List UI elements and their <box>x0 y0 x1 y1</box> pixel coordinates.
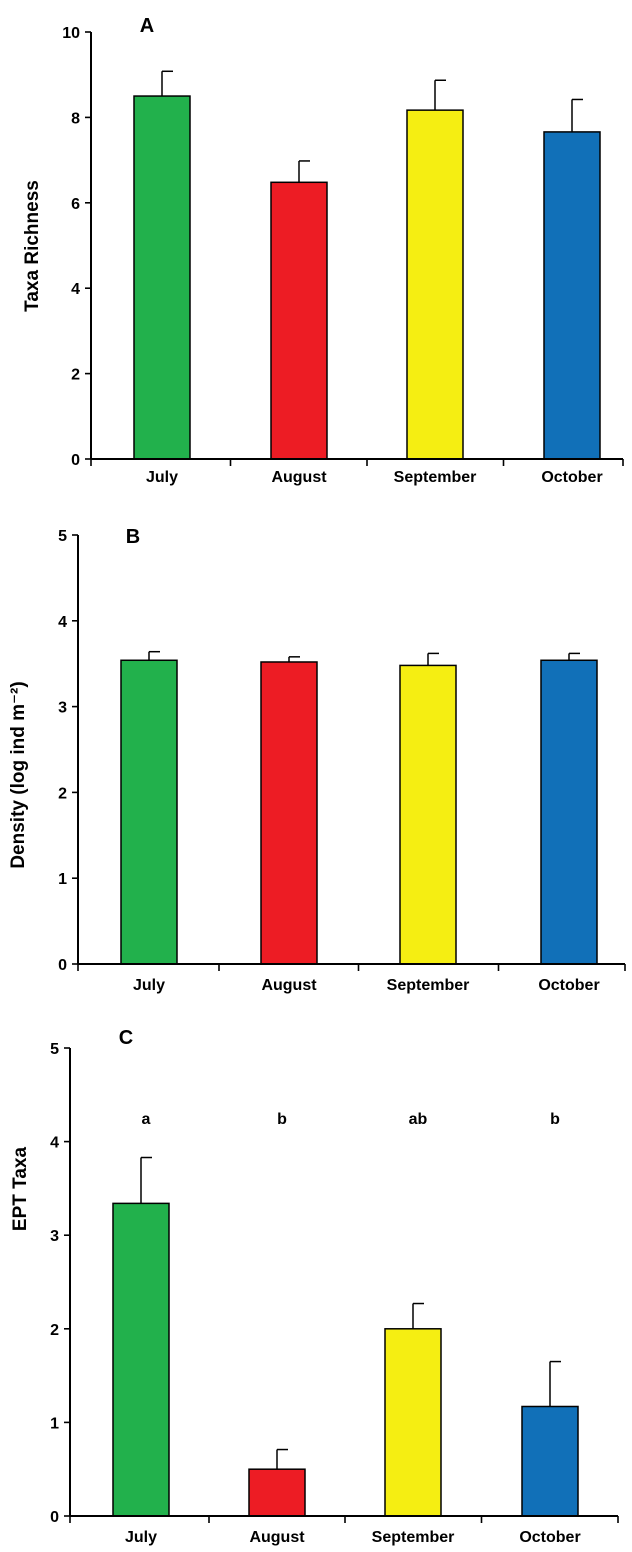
panel-a-y-tick-label: 0 <box>71 452 80 469</box>
panel-a-bar-july <box>133 95 191 460</box>
panel-a-bar-october <box>543 131 601 460</box>
panel-b-y-tick-label: 3 <box>58 700 67 717</box>
panel-b-x-tick-label-october: October <box>538 977 599 994</box>
panel-b-x-tick-label-july: July <box>133 977 165 994</box>
panel-c: C EPT Taxa 0 1 2 3 4 5 July August September Octo… <box>10 1027 619 1546</box>
panel-c-x-tick-label-october: October <box>519 1529 580 1546</box>
panel-b-bar-july <box>120 659 178 965</box>
panel-a-y-tick-label: 6 <box>71 196 80 213</box>
panel-c-y-tick-label: 3 <box>50 1228 59 1245</box>
panel-a-y-axis-title: Taxa Richness <box>22 180 43 312</box>
panel-c-y-tick-label: 5 <box>50 1041 59 1058</box>
panel-b-label: B <box>126 526 140 548</box>
panel-a: A Taxa Richness 0 2 4 6 8 10 July August Septemb… <box>22 15 624 486</box>
panel-c-bar-august <box>248 1468 306 1517</box>
panel-c-y-tick-label: 1 <box>50 1415 59 1432</box>
panel-b-bar-september <box>399 664 457 965</box>
panel-a-x-tick-label-october: October <box>541 469 602 486</box>
panel-b-y-tick-label: 0 <box>58 957 67 974</box>
panel-b-bar-august <box>260 661 318 965</box>
panel-a-y-tick-label: 4 <box>71 281 80 298</box>
panel-b: B Density (log ind m⁻²) 0 1 2 3 4 5 July August… <box>8 526 626 994</box>
panel-c-label: C <box>119 1027 133 1049</box>
panel-b-y-tick-label: 1 <box>58 871 67 888</box>
panel-c-x-tick-label-july: July <box>125 1529 157 1546</box>
panel-a-y-tick-label: 8 <box>71 110 80 127</box>
panel-a-x-tick-label-august: August <box>271 469 327 486</box>
panel-c-significance-september: ab <box>409 1111 428 1128</box>
panel-b-y-tick-label: 2 <box>58 785 67 802</box>
panel-a-bar-august <box>270 181 328 460</box>
panel-c-significance-october: b <box>550 1111 560 1128</box>
panel-a-y-tick-label: 2 <box>71 367 80 384</box>
panel-b-y-tick-label: 5 <box>58 528 67 545</box>
panel-c-y-axis-title: EPT Taxa <box>10 1147 31 1232</box>
panel-a-x-tick-label-september: September <box>394 469 477 486</box>
panel-c-bar-july <box>112 1202 170 1517</box>
panel-c-bar-october <box>521 1405 579 1517</box>
panel-c-x-tick-label-august: August <box>249 1529 305 1546</box>
panel-c-y-tick-label: 2 <box>50 1322 59 1339</box>
panel-c-y-tick-label: 4 <box>50 1135 59 1152</box>
panel-a-x-tick-label-july: July <box>146 469 178 486</box>
panel-b-y-tick-label: 4 <box>58 614 67 631</box>
panel-c-x-tick-label-september: September <box>372 1529 455 1546</box>
panel-a-label: A <box>140 15 154 37</box>
panel-a-y-tick-label: 10 <box>62 25 80 42</box>
panel-b-x-tick-label-august: August <box>261 977 317 994</box>
panel-b-bar-october <box>540 659 598 965</box>
panel-c-bar-september <box>384 1328 442 1517</box>
panel-c-significance-august: b <box>277 1111 287 1128</box>
panel-b-x-tick-label-september: September <box>387 977 470 994</box>
panel-b-y-axis-title: Density (log ind m⁻²) <box>8 681 29 868</box>
panel-c-significance-july: a <box>142 1111 151 1128</box>
panel-a-bar-september <box>406 109 464 460</box>
panel-c-y-tick-label: 0 <box>50 1509 59 1526</box>
